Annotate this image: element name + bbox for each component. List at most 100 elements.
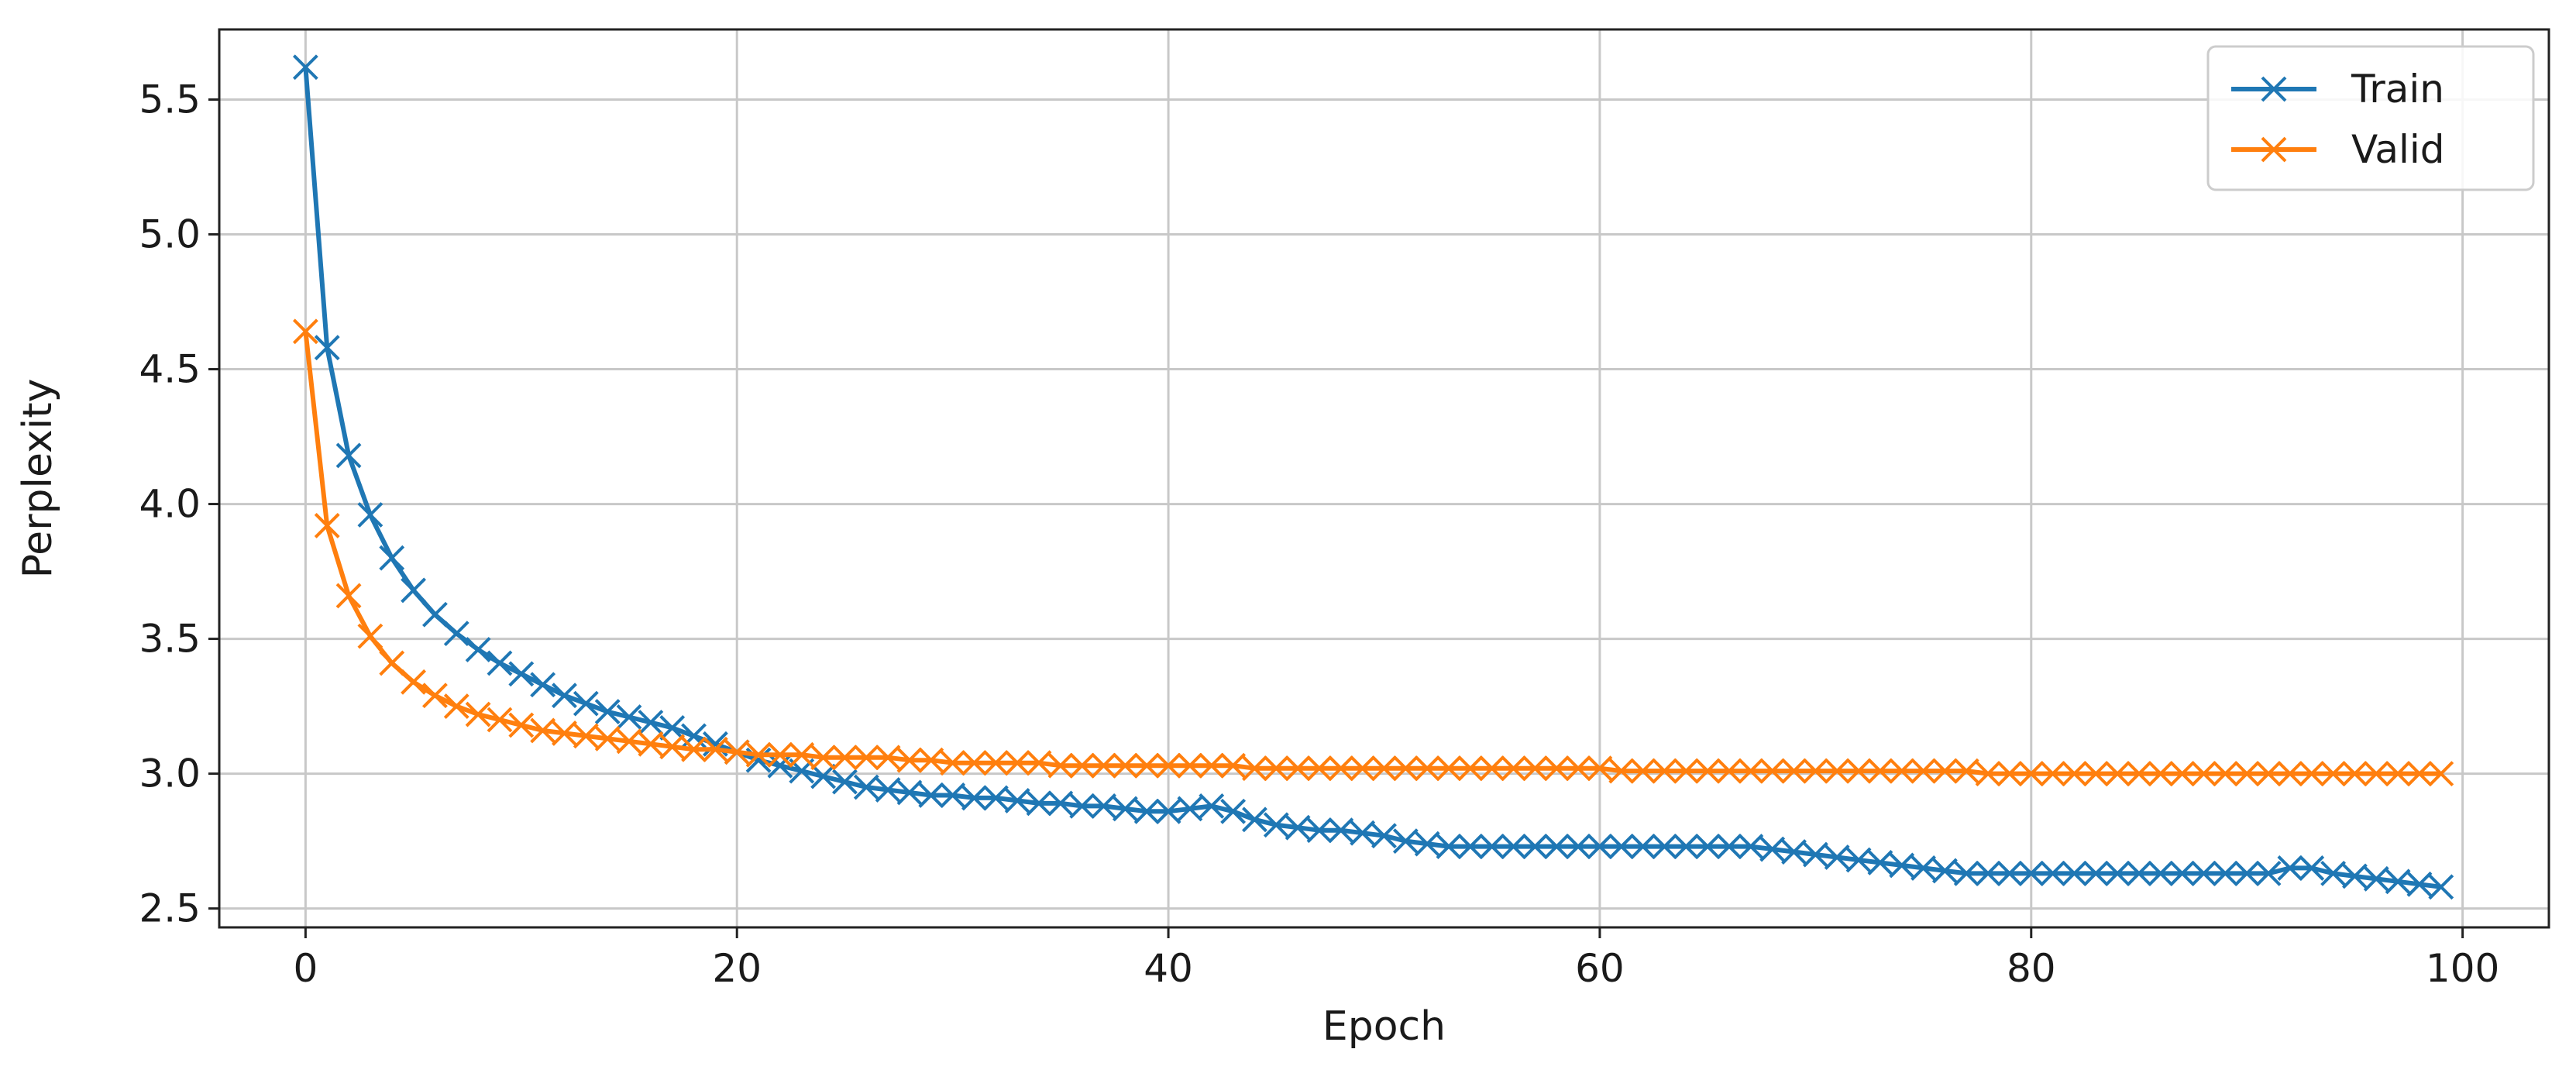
train-point (465, 637, 491, 662)
valid-point (832, 745, 858, 771)
valid-point (2169, 761, 2196, 787)
valid-point (681, 736, 707, 762)
train-point (292, 54, 318, 81)
train-point (1306, 817, 1333, 844)
train-point (1350, 820, 1376, 846)
valid-point (1608, 758, 1635, 784)
valid-point (530, 717, 556, 744)
train-point (2255, 860, 2282, 886)
valid-point (465, 701, 491, 727)
valid-point (2040, 761, 2066, 787)
valid-point (1392, 755, 1419, 782)
legend-item-train: Train (2231, 67, 2444, 112)
train-point (1911, 855, 1936, 881)
valid-point (745, 741, 772, 768)
valid-point (1867, 758, 1893, 784)
valid-point (940, 750, 966, 776)
legend-label: Valid (2351, 127, 2444, 172)
valid-point (724, 739, 750, 765)
valid-point (573, 723, 599, 749)
valid-point (638, 731, 664, 757)
y-tick-label: 5.5 (139, 77, 201, 122)
train-point (1177, 796, 1203, 822)
train-point (1155, 798, 1181, 824)
valid-point (896, 747, 923, 773)
train-point (1220, 798, 1247, 824)
valid-point (335, 583, 362, 609)
train-point (767, 752, 793, 779)
train-point (1199, 793, 1225, 819)
valid-point (1716, 758, 1742, 784)
valid-point (1996, 761, 2023, 787)
train-point (2082, 860, 2109, 886)
valid-point (357, 623, 383, 649)
x-tick-label: 40 (1144, 946, 1193, 991)
valid-point (1177, 752, 1203, 779)
valid-point (659, 734, 686, 760)
valid-point (1889, 758, 1915, 784)
train-point (2018, 860, 2045, 886)
y-tick-label: 4.5 (139, 347, 201, 392)
valid-point (1522, 755, 1548, 782)
valid-point (1630, 758, 1656, 784)
train-point (2148, 860, 2174, 886)
valid-point (314, 512, 340, 538)
train-point (552, 683, 577, 709)
valid-point (2234, 761, 2260, 787)
valid-point (1350, 755, 1376, 782)
valid-point (487, 707, 513, 733)
valid-point (1845, 758, 1872, 784)
valid-point (1112, 752, 1138, 779)
train-point (487, 650, 513, 676)
train-point (1996, 860, 2023, 886)
valid-point (2406, 761, 2433, 787)
train-point (2385, 868, 2411, 895)
x-tick-label: 20 (712, 946, 762, 991)
series-train (292, 54, 2454, 900)
valid-point (616, 728, 642, 755)
y-tick-label: 5.0 (139, 212, 201, 257)
valid-point (1694, 758, 1721, 784)
train-point (401, 577, 426, 604)
valid-point (2299, 761, 2325, 787)
valid-point (1975, 761, 2001, 787)
train-point (2104, 860, 2131, 886)
valid-point (1911, 758, 1936, 784)
train-point (1716, 834, 1742, 860)
y-tick-label: 2.5 (139, 886, 201, 931)
valid-point (2212, 761, 2238, 787)
train-point (2277, 855, 2303, 881)
train-point (940, 782, 966, 808)
valid-point (594, 725, 621, 752)
x-tick-label: 60 (1575, 946, 1625, 991)
train-point (2234, 860, 2260, 886)
valid-point (2018, 761, 2045, 787)
train-point (1673, 834, 1699, 860)
valid-point (810, 745, 837, 771)
valid-point (379, 650, 405, 676)
valid-point (2126, 761, 2152, 787)
valid-point (982, 750, 1009, 776)
legend-marker (2261, 76, 2287, 102)
train-point (2320, 860, 2346, 886)
train-point (2062, 860, 2087, 886)
train-point (810, 763, 837, 789)
train-point (1328, 817, 1354, 844)
valid-point (443, 693, 469, 720)
train-point (1026, 790, 1052, 817)
valid-point (292, 318, 318, 345)
train-point (1392, 828, 1419, 855)
train-point (422, 601, 448, 628)
train-point (1543, 834, 1570, 860)
valid-point (2428, 761, 2454, 787)
train-point (1479, 834, 1505, 860)
train-point (1371, 823, 1397, 849)
train-line (303, 67, 2442, 889)
train-point (1802, 841, 1828, 868)
valid-point (2342, 761, 2368, 787)
valid-point (918, 747, 944, 773)
valid-point (1543, 755, 1570, 782)
valid-point (1587, 755, 1613, 782)
valid-point (1673, 758, 1699, 784)
train-point (875, 777, 901, 803)
